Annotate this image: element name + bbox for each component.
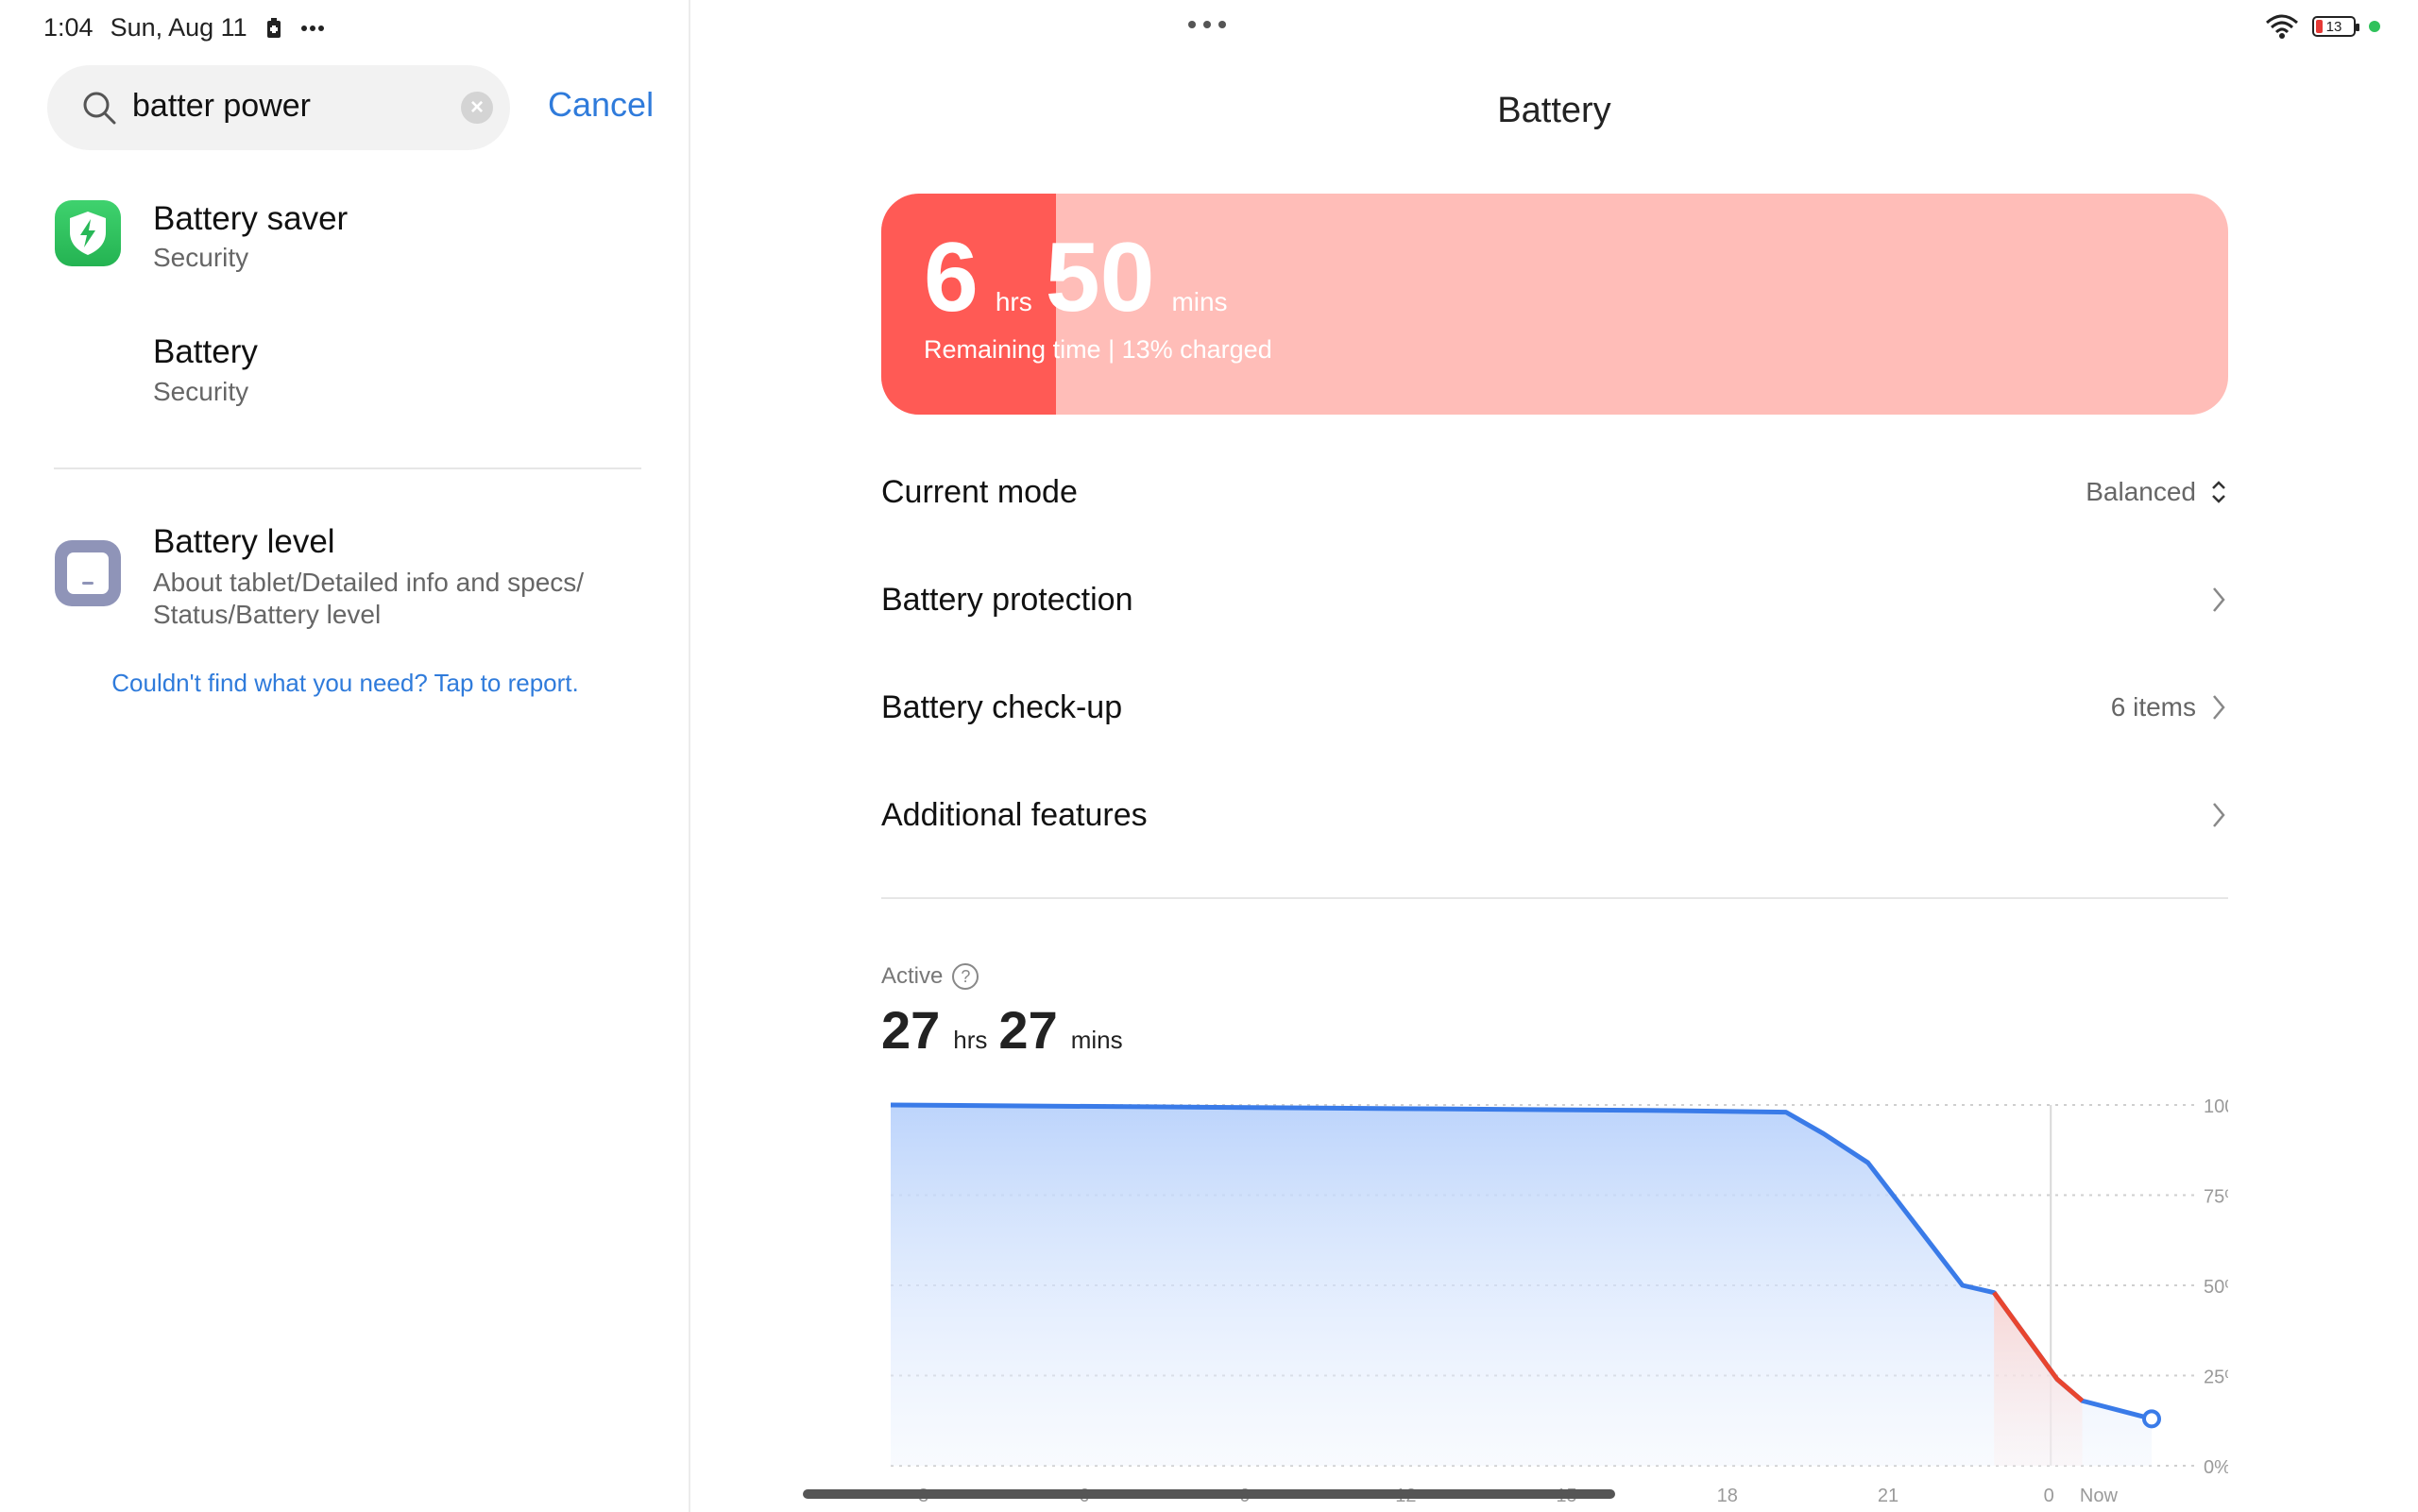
x-tick-label: Now xyxy=(2080,1486,2119,1506)
clear-search-button[interactable]: × xyxy=(461,92,493,124)
battery-usage-chart[interactable]: 100%75%50%25%0%369121518210Now xyxy=(881,1086,2228,1512)
shield-bolt-icon xyxy=(55,200,121,266)
setting-value: 6 items xyxy=(2110,692,2196,722)
result-title: Battery saver xyxy=(153,200,349,237)
active-time: 27 hrs 27 mins xyxy=(881,999,1134,1061)
battery-remaining-card: 6 hrs 50 mins Remaining time | 13% charg… xyxy=(881,194,2228,415)
minutes-unit: mins xyxy=(1171,287,1228,316)
result-subtitle: Security xyxy=(153,377,249,406)
close-icon: × xyxy=(469,94,484,120)
y-tick-label: 100% xyxy=(2204,1096,2228,1117)
remaining-summary: Remaining time | 13% charged xyxy=(924,335,1272,364)
tablet-icon xyxy=(55,540,121,606)
y-tick-label: 25% xyxy=(2204,1368,2228,1388)
updown-chevron-icon xyxy=(2212,481,2225,503)
status-time: 1:04 xyxy=(43,13,94,42)
active-section-label: Active ? xyxy=(881,963,979,990)
usage-area xyxy=(891,1105,2152,1466)
high-drain-area xyxy=(1994,1292,2083,1466)
help-icon[interactable]: ? xyxy=(952,963,979,990)
high-drain-line xyxy=(1992,1291,2085,1403)
chevron-right-icon xyxy=(2213,695,2225,720)
setting-label: Additional features xyxy=(881,796,1148,833)
more-dots-icon xyxy=(300,25,324,31)
current-point-marker xyxy=(2142,1409,2161,1429)
setting-label: Battery protection xyxy=(881,581,1133,618)
result-item-battery-level[interactable]: Battery level About tablet/Detailed info… xyxy=(0,519,690,642)
status-date: Sun, Aug 11 xyxy=(110,13,247,42)
chevron-right-icon xyxy=(2213,587,2225,612)
status-bar-right: 13 xyxy=(2265,13,2380,40)
battery-protection-row[interactable]: Battery protection xyxy=(881,567,2228,633)
multi-window-handle[interactable] xyxy=(1188,21,1226,28)
active-minutes-unit: mins xyxy=(1070,1026,1123,1054)
remaining-minutes: 50 xyxy=(1045,223,1155,332)
remaining-time: 6 hrs 50 mins xyxy=(924,222,1241,334)
wifi-icon xyxy=(2266,14,2298,39)
current-mode-row[interactable]: Current mode Balanced xyxy=(881,459,2228,525)
active-label: Active xyxy=(881,963,944,989)
battery-icon: 13 xyxy=(2312,16,2359,37)
search-input[interactable]: batter power xyxy=(132,88,311,124)
dot-indicator-icon xyxy=(2369,21,2380,32)
chevron-right-icon xyxy=(2213,803,2225,827)
report-link[interactable]: Couldn't find what you need? Tap to repo… xyxy=(111,669,579,697)
hours-unit: hrs xyxy=(995,287,1032,316)
search-results-pane: batter power × Cancel Battery saver Secu… xyxy=(0,0,690,1512)
status-bar-left: 1:04 Sun, Aug 11 xyxy=(43,13,325,42)
x-tick-label: 18 xyxy=(1717,1486,1738,1506)
search-icon xyxy=(83,92,116,125)
results-divider xyxy=(54,467,641,469)
remaining-hours: 6 xyxy=(924,223,979,332)
home-indicator[interactable] xyxy=(803,1489,1615,1499)
battery-level-fill xyxy=(881,194,1057,415)
battery-checkup-row[interactable]: Battery check-up 6 items xyxy=(881,674,2228,740)
settings-divider xyxy=(881,897,2228,899)
result-title: Battery xyxy=(153,333,258,370)
battery-level-text: 13 xyxy=(2325,18,2342,35)
active-minutes: 27 xyxy=(998,1000,1058,1060)
result-subtitle: About tablet/Detailed info and specs/ St… xyxy=(153,568,585,629)
setting-label: Current mode xyxy=(881,473,1078,510)
setting-value: Balanced xyxy=(2086,477,2196,506)
x-tick-label: 21 xyxy=(1878,1486,1899,1506)
result-title: Battery level xyxy=(153,523,335,560)
page-title: Battery xyxy=(1497,91,1611,130)
x-tick-label: 0 xyxy=(2044,1486,2054,1506)
y-tick-label: 75% xyxy=(2204,1187,2228,1208)
y-tick-label: 0% xyxy=(2204,1457,2228,1478)
y-tick-label: 50% xyxy=(2204,1277,2228,1298)
result-item-battery-saver[interactable]: Battery saver Security xyxy=(0,189,690,293)
cancel-button[interactable]: Cancel xyxy=(548,85,655,124)
setting-label: Battery check-up xyxy=(881,688,1123,725)
battery-saver-status-icon xyxy=(266,17,281,38)
result-subtitle: Security xyxy=(153,243,249,272)
active-hours: 27 xyxy=(881,1000,941,1060)
additional-features-row[interactable]: Additional features xyxy=(881,782,2228,848)
search-bar[interactable]: batter power × xyxy=(47,65,510,150)
active-hours-unit: hrs xyxy=(953,1026,988,1054)
result-item-battery[interactable]: Battery Security xyxy=(0,329,690,423)
